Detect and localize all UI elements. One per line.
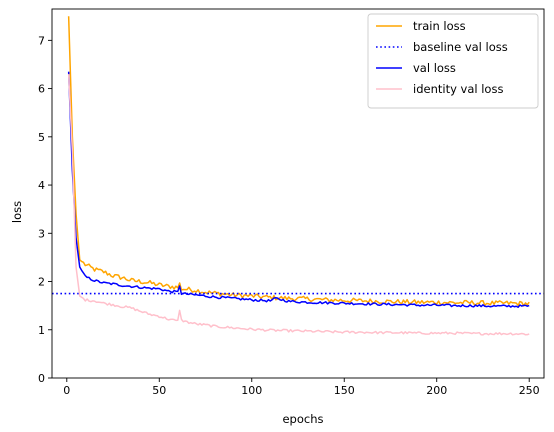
legend: train loss baseline val loss val loss ident… bbox=[367, 13, 539, 109]
y-tick-label: 0 bbox=[38, 372, 45, 385]
x-tick-label: 0 bbox=[63, 384, 70, 397]
series-line-val-loss bbox=[67, 71, 530, 309]
series-lines bbox=[52, 16, 544, 336]
y-tick-label: 1 bbox=[38, 324, 45, 337]
legend-entry: val loss bbox=[413, 61, 456, 75]
x-tick-label: 100 bbox=[241, 384, 262, 397]
y-axis-label: loss bbox=[10, 201, 24, 223]
x-tick-label: 250 bbox=[519, 384, 540, 397]
legend-entry: train loss bbox=[413, 19, 466, 33]
plot-frame bbox=[51, 8, 545, 379]
legend-entry: baseline val loss bbox=[413, 40, 508, 54]
y-tick-label: 7 bbox=[38, 34, 45, 47]
x-tick-label: 50 bbox=[152, 384, 166, 397]
series-line-identity-val-loss bbox=[67, 74, 530, 336]
y-tick-label: 5 bbox=[38, 131, 45, 144]
legend-entry: identity val loss bbox=[413, 82, 503, 96]
axes: 0 50 100 150 200 250 0 1 2 3 4 5 6 7 bbox=[38, 8, 545, 397]
y-tick-label: 3 bbox=[38, 227, 45, 240]
y-tick-label: 2 bbox=[38, 276, 45, 289]
x-tick-label: 150 bbox=[334, 384, 355, 397]
x-axis-label: epochs bbox=[282, 412, 323, 426]
x-tick-label: 200 bbox=[426, 384, 447, 397]
y-tick-label: 4 bbox=[38, 179, 45, 192]
legend-box bbox=[367, 13, 539, 109]
series-line-train-loss bbox=[67, 16, 530, 307]
y-tick-label: 6 bbox=[38, 83, 45, 96]
